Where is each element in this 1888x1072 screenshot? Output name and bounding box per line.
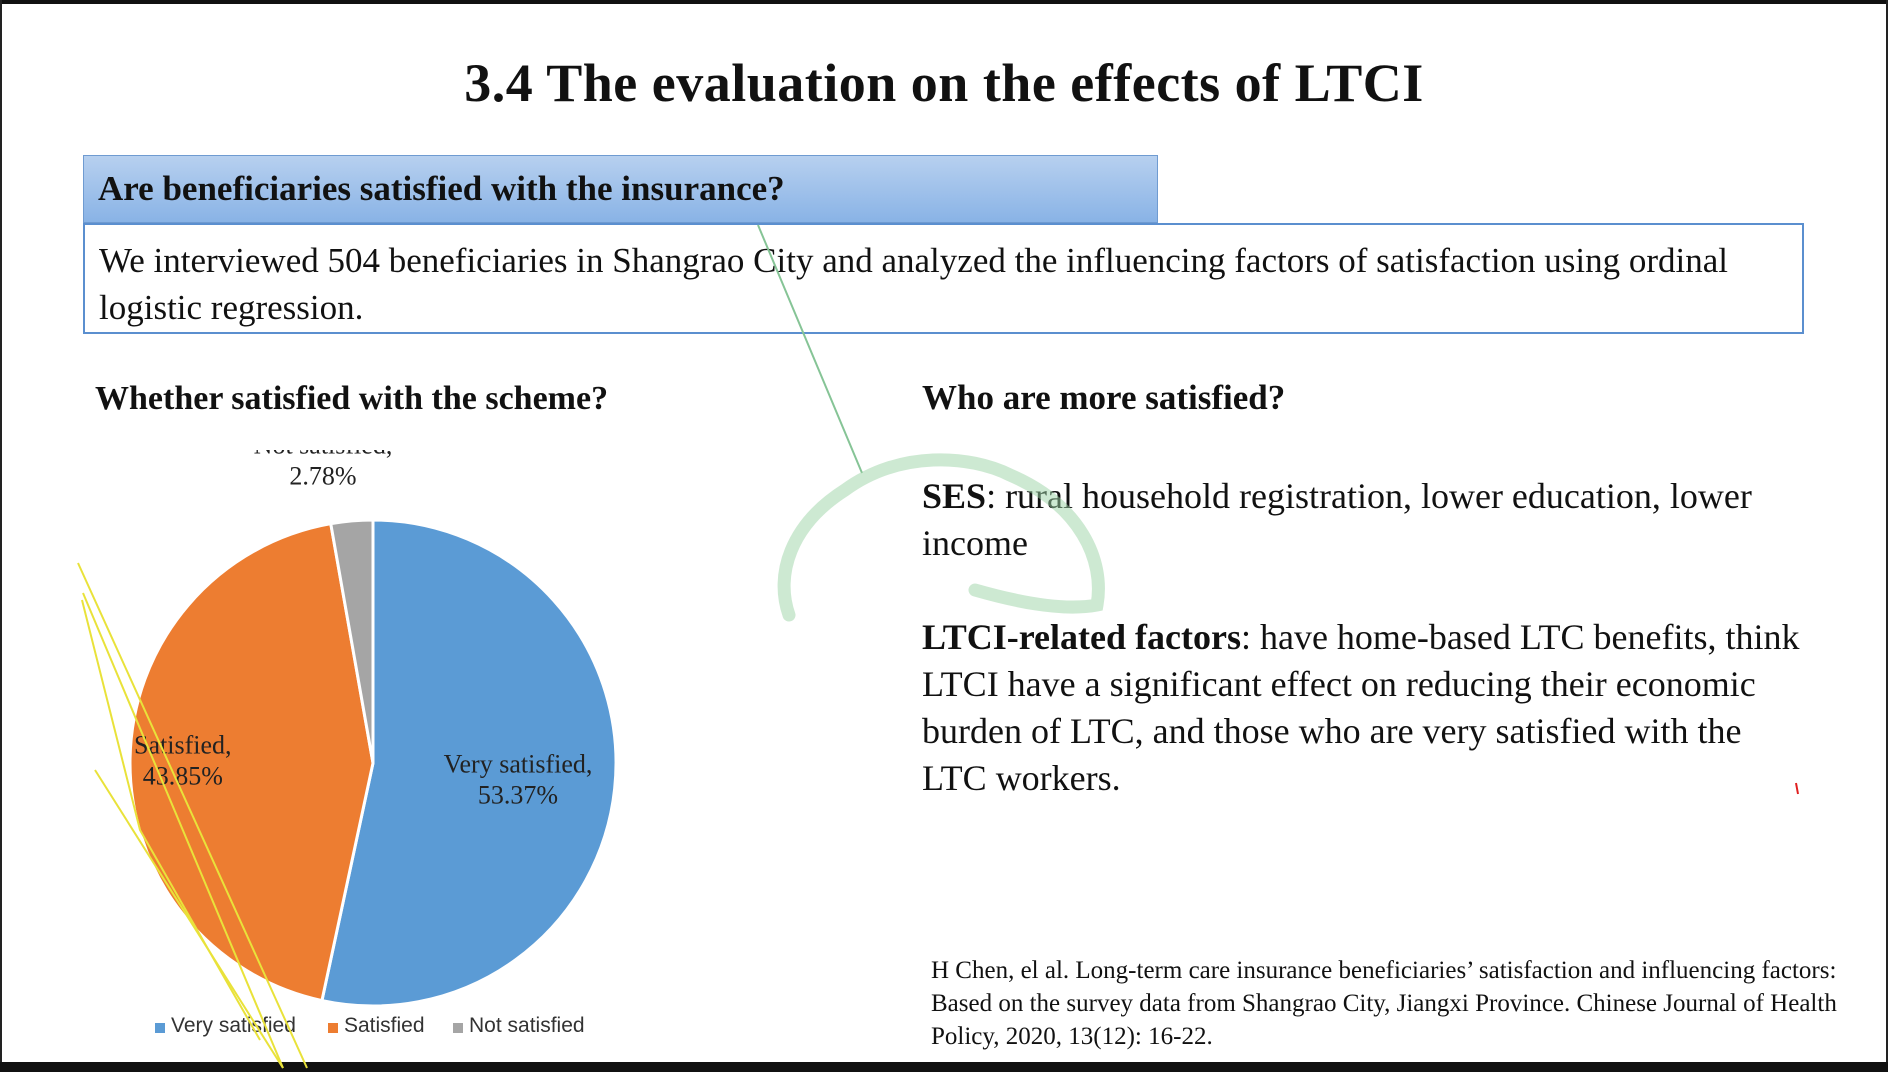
legend-label-satisfied: Satisfied — [344, 1014, 425, 1037]
legend-swatch-not-satisfied — [453, 1023, 463, 1033]
left-border — [0, 0, 2, 1072]
legend-label-very-satisfied: Very satisfied — [171, 1014, 296, 1037]
pie-data-label-not-satisfied: Not satisfied,2.78% — [254, 450, 393, 490]
right-border — [1886, 0, 1888, 1072]
legend-swatch-very-satisfied — [155, 1023, 165, 1033]
ltci-label: LTCI-related factors — [922, 617, 1241, 657]
ses-paragraph: SES: rural household registration, lower… — [922, 473, 1802, 567]
top-border — [0, 0, 1888, 4]
legend-item-very-satisfied: Very satisfied — [155, 1014, 296, 1037]
pie-slice-not-satisfied — [329, 518, 375, 764]
ses-label: SES — [922, 476, 987, 516]
pie-slice-very-satisfied — [320, 518, 618, 1008]
question-header: Are beneficiaries satisfied with the ins… — [83, 155, 1158, 223]
pie-heading: Whether satisfied with the scheme? — [95, 380, 609, 417]
bottom-border — [0, 1062, 1888, 1072]
who-heading: Who are more satisfied? — [922, 378, 1286, 417]
ses-text: : rural household registration, lower ed… — [922, 476, 1752, 563]
legend-item-satisfied: Satisfied — [328, 1014, 425, 1037]
intro-box: We interviewed 504 beneficiaries in Shan… — [83, 223, 1804, 334]
citation: H Chen, el al. Long-term care insurance … — [931, 957, 1837, 1050]
slide-title: 3.4 The evaluation on the effects of LTC… — [464, 53, 1424, 113]
legend-label-not-satisfied: Not satisfied — [469, 1014, 585, 1037]
ltci-paragraph: LTCI-related factors: have home-based LT… — [922, 614, 1802, 802]
pie-data-label-very-satisfied: Very satisfied, 53.37% — [444, 749, 593, 809]
ltci-text: : have home-based LTC benefits, think LT… — [922, 617, 1800, 798]
satisfaction-pie-chart: Very satisfied,53.37%Satisfied,43.85%Not… — [128, 450, 618, 1037]
legend-item-not-satisfied: Not satisfied — [453, 1014, 585, 1037]
legend-swatch-satisfied — [328, 1023, 338, 1033]
